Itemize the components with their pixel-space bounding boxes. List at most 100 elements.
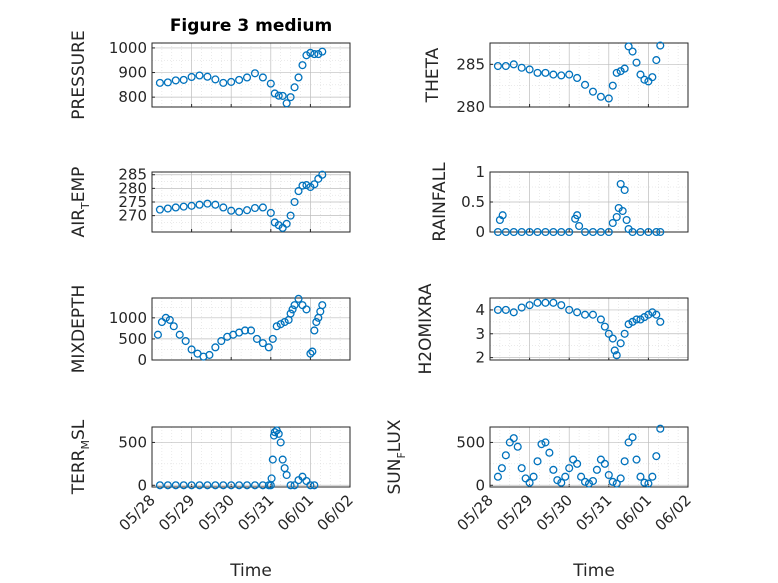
data-point	[652, 310, 661, 319]
data-point	[600, 322, 609, 331]
data-point	[628, 227, 637, 237]
data-point	[620, 185, 629, 195]
data-point	[290, 301, 299, 310]
data-point	[573, 211, 582, 220]
data-point	[608, 477, 617, 486]
x-tick-label: 05/30	[533, 491, 576, 534]
data-point	[525, 301, 534, 310]
x-tick-label: 05/29	[155, 491, 198, 534]
data-point	[580, 80, 590, 89]
y-tick-label: 900	[118, 64, 147, 82]
data-point	[195, 481, 204, 490]
data-point	[235, 75, 244, 84]
data-point	[219, 78, 228, 87]
data-point	[557, 71, 566, 80]
y-axis-label-text: RAINFALL	[430, 162, 450, 242]
data-point	[573, 73, 582, 83]
data-point	[211, 481, 220, 490]
data-point	[541, 68, 550, 77]
data-point	[187, 201, 196, 210]
y-tick-label: 4	[475, 301, 485, 319]
data-point	[588, 87, 598, 96]
data-point	[498, 211, 507, 220]
data-point	[235, 481, 244, 490]
data-point	[644, 77, 653, 86]
axes-frame	[151, 171, 351, 233]
data-point	[632, 315, 641, 324]
data-point	[612, 479, 621, 488]
y-axis-label: H2OMIXRA	[416, 283, 436, 374]
data-point	[298, 181, 307, 190]
data-point	[211, 75, 220, 84]
data-point	[501, 451, 510, 460]
data-point	[270, 89, 279, 98]
data-point	[258, 481, 267, 490]
data-point	[557, 478, 566, 487]
y-tick-label: 285	[118, 166, 147, 184]
x-tick-label: 06/02	[652, 491, 695, 534]
data-point	[211, 343, 220, 352]
data-point	[580, 227, 590, 237]
data-point	[274, 429, 283, 438]
data-point	[258, 339, 267, 348]
data-point	[242, 206, 252, 215]
data-point	[278, 455, 287, 464]
data-point	[648, 472, 657, 481]
data-point	[636, 472, 645, 481]
data-point	[620, 64, 629, 73]
data-point	[652, 227, 661, 237]
data-point	[612, 351, 621, 360]
data-point	[509, 60, 518, 69]
data-point	[288, 305, 297, 314]
data-point	[282, 99, 291, 108]
data-point	[318, 47, 327, 56]
y-axis-label-text: SUN	[385, 459, 405, 495]
y-tick-label: 500	[456, 433, 485, 451]
x-tick-label: 05/31	[234, 491, 277, 534]
data-point	[286, 481, 295, 490]
y-axis-label: RAINFALL	[430, 162, 450, 242]
data-point	[616, 474, 625, 483]
data-point	[517, 227, 526, 237]
data-point	[622, 215, 631, 225]
data-point	[656, 424, 665, 433]
data-point	[258, 73, 267, 82]
data-point	[203, 72, 212, 81]
y-tick-label: 2	[475, 349, 485, 367]
data-point	[588, 476, 598, 486]
y-axis-label: TERRMSL	[69, 419, 92, 495]
data-point	[153, 330, 162, 339]
data-point	[573, 459, 582, 468]
data-point	[302, 305, 311, 314]
data-point	[596, 315, 605, 324]
y-axis-label-subscript: F	[395, 452, 408, 458]
data-point	[616, 339, 625, 348]
y-tick-label: 1000	[109, 39, 147, 57]
y-axis-label-text: MIXDEPTH	[69, 285, 89, 374]
data-point	[493, 227, 502, 237]
data-point	[286, 93, 295, 102]
y-axis-label: PRESSURE	[69, 30, 89, 119]
data-point	[171, 203, 180, 212]
data-point	[302, 181, 311, 190]
data-point	[294, 73, 303, 82]
data-point	[533, 457, 542, 466]
data-point	[310, 326, 319, 335]
y-axis-label-text: H2OMIXRA	[416, 283, 436, 374]
data-point	[493, 61, 502, 71]
data-point	[155, 481, 164, 490]
data-point	[644, 479, 653, 488]
data-point	[561, 472, 570, 481]
y-tick-label: 800	[118, 88, 147, 106]
data-point	[171, 76, 180, 85]
data-point	[181, 336, 190, 346]
data-point	[227, 206, 236, 215]
data-point	[533, 227, 542, 237]
axes-frame	[489, 297, 689, 361]
data-point	[241, 326, 250, 335]
data-point	[493, 472, 502, 481]
data-point	[298, 61, 307, 70]
x-tick-label: 05/31	[572, 491, 615, 534]
y-tick-label: 1000	[109, 309, 147, 327]
